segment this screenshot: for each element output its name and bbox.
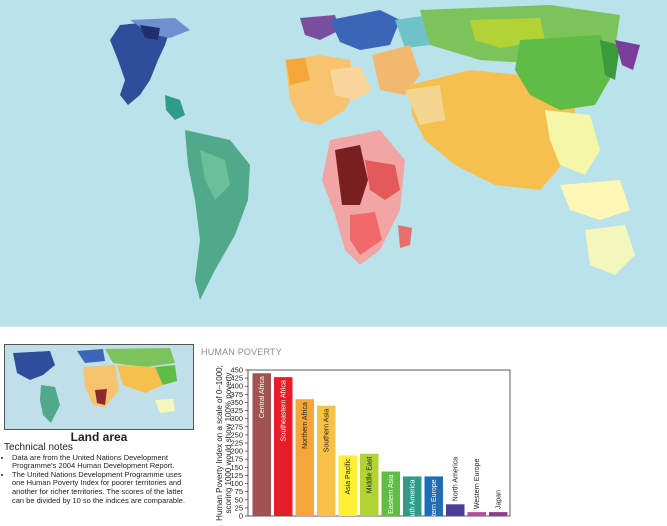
y-tick-label: 300 [230, 414, 243, 423]
bar [295, 399, 314, 516]
bar [403, 476, 422, 516]
y-tick-label: 100 [230, 479, 243, 488]
land-area-mini-map [4, 344, 194, 430]
y-tick-label: 250 [230, 430, 243, 439]
bar [424, 476, 443, 516]
bar-category-label: Northern Africa [302, 402, 309, 449]
y-tick-label: 75 [235, 487, 243, 496]
bar-category-label: South America [410, 479, 417, 521]
bar [489, 512, 508, 516]
y-tick-label: 200 [230, 447, 243, 456]
bar-category-label: Asia Pacific [345, 458, 352, 495]
y-tick-label: 125 [230, 471, 243, 480]
y-axis-label: Human Poverty Index on a scale of 0–1000… [215, 365, 233, 521]
world-map-main [0, 0, 667, 326]
bar-category-label: Japan [496, 490, 503, 509]
y-tick-label: 275 [230, 422, 243, 431]
bar-category-label: Middle East [367, 457, 374, 494]
y-tick-label: 375 [230, 390, 243, 399]
y-tick-label: 325 [230, 406, 243, 415]
y-tick-label: 175 [230, 455, 243, 464]
y-tick-label: 225 [230, 439, 243, 448]
bar-category-label: Central Africa [259, 376, 266, 418]
bar [317, 405, 336, 516]
y-tick-label: 400 [230, 382, 243, 391]
technical-note-item: Data are from the United Nations Develop… [12, 453, 194, 471]
bar-category-label: North America [453, 457, 460, 501]
bar [274, 377, 293, 516]
bar-category-label: Western Europe [474, 459, 481, 510]
y-tick-label: 0 [239, 512, 243, 521]
y-tick-label: 425 [230, 374, 243, 383]
bar [467, 512, 486, 516]
technical-notes: Technical notes Data are from the United… [4, 442, 194, 506]
y-tick-label: 150 [230, 463, 243, 472]
bar [360, 453, 379, 516]
bar [381, 471, 400, 516]
bar-category-label: Eastern Europe [431, 479, 438, 521]
y-tick-label: 25 [235, 503, 243, 512]
bar [446, 504, 465, 516]
bar [252, 373, 271, 516]
y-tick-label: 350 [230, 398, 243, 407]
bar-category-label: Eastern Asia [388, 474, 395, 513]
human-poverty-bar-chart: 0 25 50 75 100 125 150 175 200 225 250 275 300 325 350… [196, 358, 516, 526]
bar-category-label: Southeastern Africa [281, 380, 288, 441]
bar-category-label: Southern Asia [324, 409, 331, 453]
y-tick-label: 50 [235, 495, 243, 504]
bar [338, 455, 357, 516]
y-tick-label: 450 [230, 366, 243, 375]
technical-note-item: The United Nations Development Programme… [12, 470, 194, 505]
chart-title: HUMAN POVERTY [201, 347, 282, 357]
technical-notes-title: Technical notes [4, 442, 73, 453]
land-area-label: Land area [70, 430, 128, 444]
technical-notes-list: Data are from the United Nations Develop… [4, 453, 194, 506]
section-divider [0, 326, 667, 327]
